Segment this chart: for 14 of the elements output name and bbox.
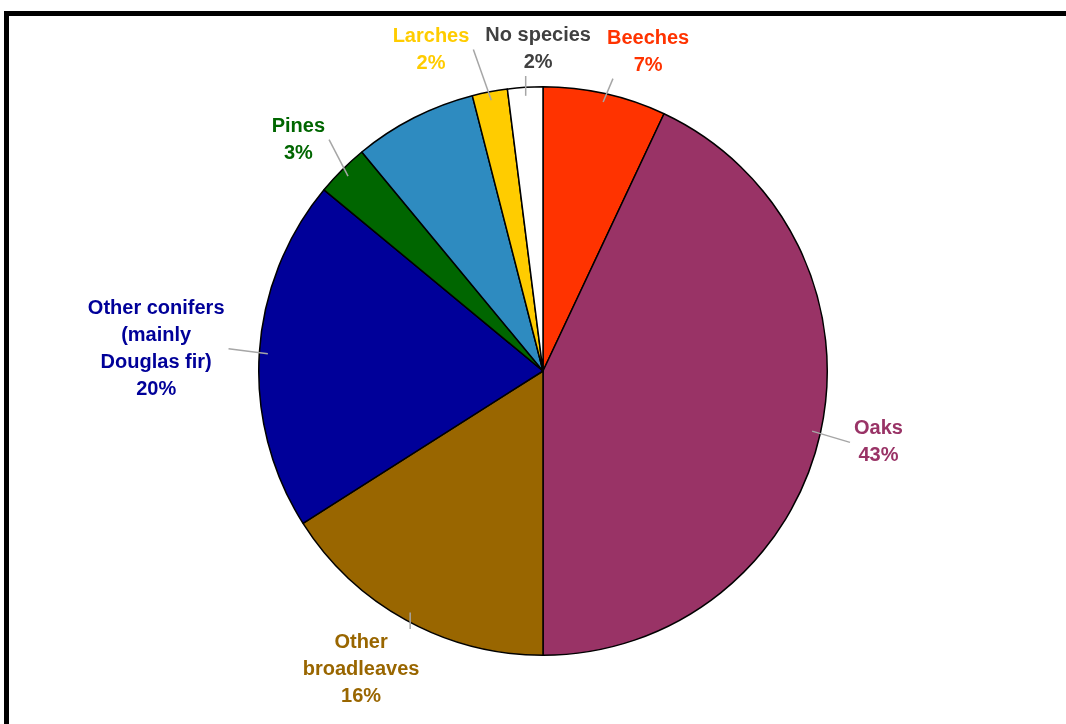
data-label: 43% xyxy=(858,443,899,466)
slice-label: Oaks xyxy=(853,416,903,439)
data-label: 16% xyxy=(341,684,382,707)
slice-label: Beeches xyxy=(606,25,690,48)
data-label: 3% xyxy=(283,140,314,163)
slice-label: No species xyxy=(485,23,591,46)
data-label: 7% xyxy=(633,52,663,75)
slice-label: Other broadleaves xyxy=(302,630,420,680)
data-label: 2% xyxy=(523,50,553,73)
data-label: 2% xyxy=(416,50,446,73)
slice-label: Larches xyxy=(392,23,470,46)
slice-label: Other conifers (mainly Douglas fir) xyxy=(87,295,225,372)
slice-label: Pines xyxy=(271,113,326,136)
data-label: 20% xyxy=(136,376,177,399)
